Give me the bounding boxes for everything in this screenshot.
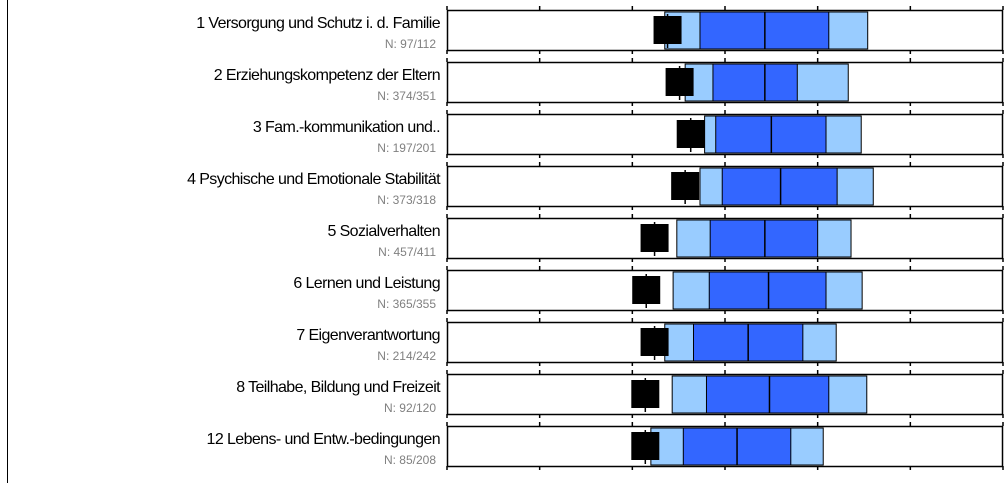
n-label: N: 457/411 xyxy=(378,245,436,259)
n-label: N: 373/318 xyxy=(377,193,436,207)
n-label: N: 214/242 xyxy=(377,349,436,363)
n-label: N: 97/112 xyxy=(385,37,436,51)
row-label: 8 Teilhabe, Bildung und Freizeit xyxy=(236,379,441,396)
inner-box xyxy=(712,63,798,102)
marker xyxy=(631,432,660,460)
marker xyxy=(632,276,661,304)
n-label: N: 197/201 xyxy=(377,141,436,155)
marker xyxy=(631,380,660,408)
row-label: 7 Eigenverantwortung xyxy=(296,327,440,344)
row-label: 1 Versorgung und Schutz i. d. Familie xyxy=(196,15,440,32)
marker xyxy=(640,328,669,356)
marker xyxy=(671,172,700,200)
n-label: N: 365/355 xyxy=(377,297,436,311)
inner-box xyxy=(705,375,830,414)
row-label: 2 Erziehungskompetenz der Eltern xyxy=(214,67,440,84)
marker xyxy=(640,224,669,252)
n-label: N: 374/351 xyxy=(377,89,436,103)
inner-box xyxy=(721,167,838,206)
row-label: 4 Psychische und Emotionale Stabilität xyxy=(187,171,441,188)
n-label: N: 92/120 xyxy=(384,401,436,415)
inner-box xyxy=(709,219,819,258)
inner-box xyxy=(708,271,827,310)
n-label: N: 85/208 xyxy=(384,453,436,467)
row-label: 12 Lebens- und Entw.-bedingungen xyxy=(207,431,440,448)
row-label: 6 Lernen und Leistung xyxy=(293,275,440,292)
row-label: 3 Fam.-kommunikation und.. xyxy=(253,119,440,136)
marker xyxy=(665,68,694,96)
marker xyxy=(676,120,705,148)
row-label: 5 Sozialverhalten xyxy=(327,223,440,240)
marker xyxy=(653,16,682,44)
